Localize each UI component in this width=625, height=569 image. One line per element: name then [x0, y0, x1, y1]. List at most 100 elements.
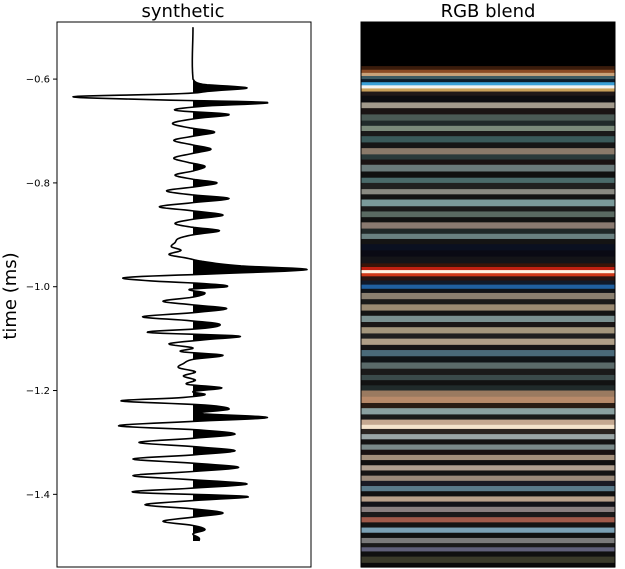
rgb-band: [361, 284, 615, 290]
rgb-blend-bands: [361, 22, 615, 568]
rgb-band: [361, 428, 615, 435]
rgb-band: [361, 91, 615, 97]
rgb-band: [361, 238, 615, 245]
rgb-band: [361, 211, 615, 218]
rgb-band: [361, 322, 615, 328]
rgb-band: [361, 266, 615, 271]
synthetic-axes-frame: [56, 21, 312, 568]
rgb-band: [361, 475, 615, 482]
rgb-band: [361, 88, 615, 93]
rgb-band: [361, 419, 615, 426]
rgb-band: [361, 362, 615, 370]
rgb-band: [361, 125, 615, 132]
rgb-band: [361, 299, 615, 305]
rgb-band: [361, 491, 615, 498]
rgb-band: [361, 171, 615, 179]
rgb-band: [361, 131, 615, 137]
rgb-band: [361, 449, 615, 456]
rgb-band: [361, 199, 615, 207]
rgb-band: [361, 547, 615, 553]
rgb-band: [361, 511, 615, 518]
rgb-band: [361, 189, 615, 195]
rgb-band: [361, 414, 615, 421]
rgb-band: [361, 288, 615, 294]
rgb-band: [361, 102, 615, 109]
rgb-band: [361, 276, 615, 282]
rgb-blend-axes-frame: [360, 21, 616, 568]
rgb-band: [361, 108, 615, 115]
rgb-band: [361, 465, 615, 472]
rgb-band: [361, 206, 615, 213]
rgb-band: [361, 85, 615, 90]
rgb-band: [361, 402, 615, 409]
rgb-band: [361, 356, 615, 364]
y-axis-label: time (ms): [0, 252, 21, 339]
rgb-band: [361, 501, 615, 508]
rgb-band: [361, 460, 615, 466]
rgb-band: [361, 408, 615, 415]
rgb-band: [361, 310, 615, 317]
rgb-band: [361, 315, 615, 323]
rgb-band: [361, 244, 615, 251]
rgb-band: [361, 551, 615, 558]
rgb-band: [361, 304, 615, 312]
rgb-band: [361, 222, 615, 230]
rgb-band: [361, 496, 615, 503]
rgb-band: [361, 486, 615, 492]
synthetic-title: synthetic: [142, 1, 225, 22]
rgb-band: [361, 454, 615, 461]
rgb-band: [361, 444, 615, 451]
rgb-band: [361, 470, 615, 477]
y-axis-ticks: −0.6 −0.8 −1.0 −1.2 −1.4: [26, 75, 57, 501]
rgb-band: [361, 556, 615, 564]
rgb-band: [361, 164, 615, 173]
y-tick-label: −1.0: [26, 282, 50, 293]
rgb-band: [361, 532, 615, 539]
rgb-band: [361, 562, 615, 568]
rgb-band: [361, 527, 615, 534]
rgb-band: [361, 22, 615, 67]
rgb-band: [361, 233, 615, 240]
y-tick-label: −1.4: [26, 490, 50, 501]
rgb-band: [361, 154, 615, 161]
rgb-band: [361, 136, 615, 144]
rgb-band: [361, 522, 615, 529]
rgb-band: [361, 517, 615, 523]
rgb-band: [361, 66, 615, 71]
rgb-band: [361, 114, 615, 122]
rgb-band: [361, 256, 615, 264]
rgb-band: [361, 506, 615, 513]
synthetic-trace-line: [72, 27, 308, 542]
rgb-band: [361, 273, 615, 277]
rgb-band: [361, 72, 615, 77]
rgb-band: [361, 194, 615, 201]
rgb-band: [361, 434, 615, 440]
rgb-band: [361, 280, 615, 286]
rgb-band: [361, 177, 615, 184]
rgb-band: [361, 292, 615, 300]
synthetic-trace-group: [72, 27, 308, 542]
rgb-band: [361, 79, 615, 83]
rgb-blend-title: RGB blend: [441, 1, 536, 22]
y-tick-label: −0.6: [26, 75, 50, 86]
rgb-band: [361, 228, 615, 235]
rgb-band: [361, 142, 615, 149]
rgb-band: [361, 543, 615, 548]
rgb-band: [361, 250, 615, 258]
rgb-band: [361, 148, 615, 155]
rgb-band: [361, 344, 615, 351]
rgb-band: [361, 424, 615, 430]
rgb-band: [361, 182, 615, 190]
rgb-band: [361, 327, 615, 335]
rgb-band: [361, 380, 615, 386]
rgb-band: [361, 385, 615, 392]
rgb-band: [361, 95, 615, 104]
rgb-band: [361, 338, 615, 346]
rgb-band: [361, 69, 615, 74]
rgb-band: [361, 480, 615, 487]
rgb-band: [361, 263, 615, 268]
rgb-band: [361, 159, 615, 166]
rgb-band: [361, 350, 615, 357]
y-tick-label: −1.2: [26, 386, 50, 397]
